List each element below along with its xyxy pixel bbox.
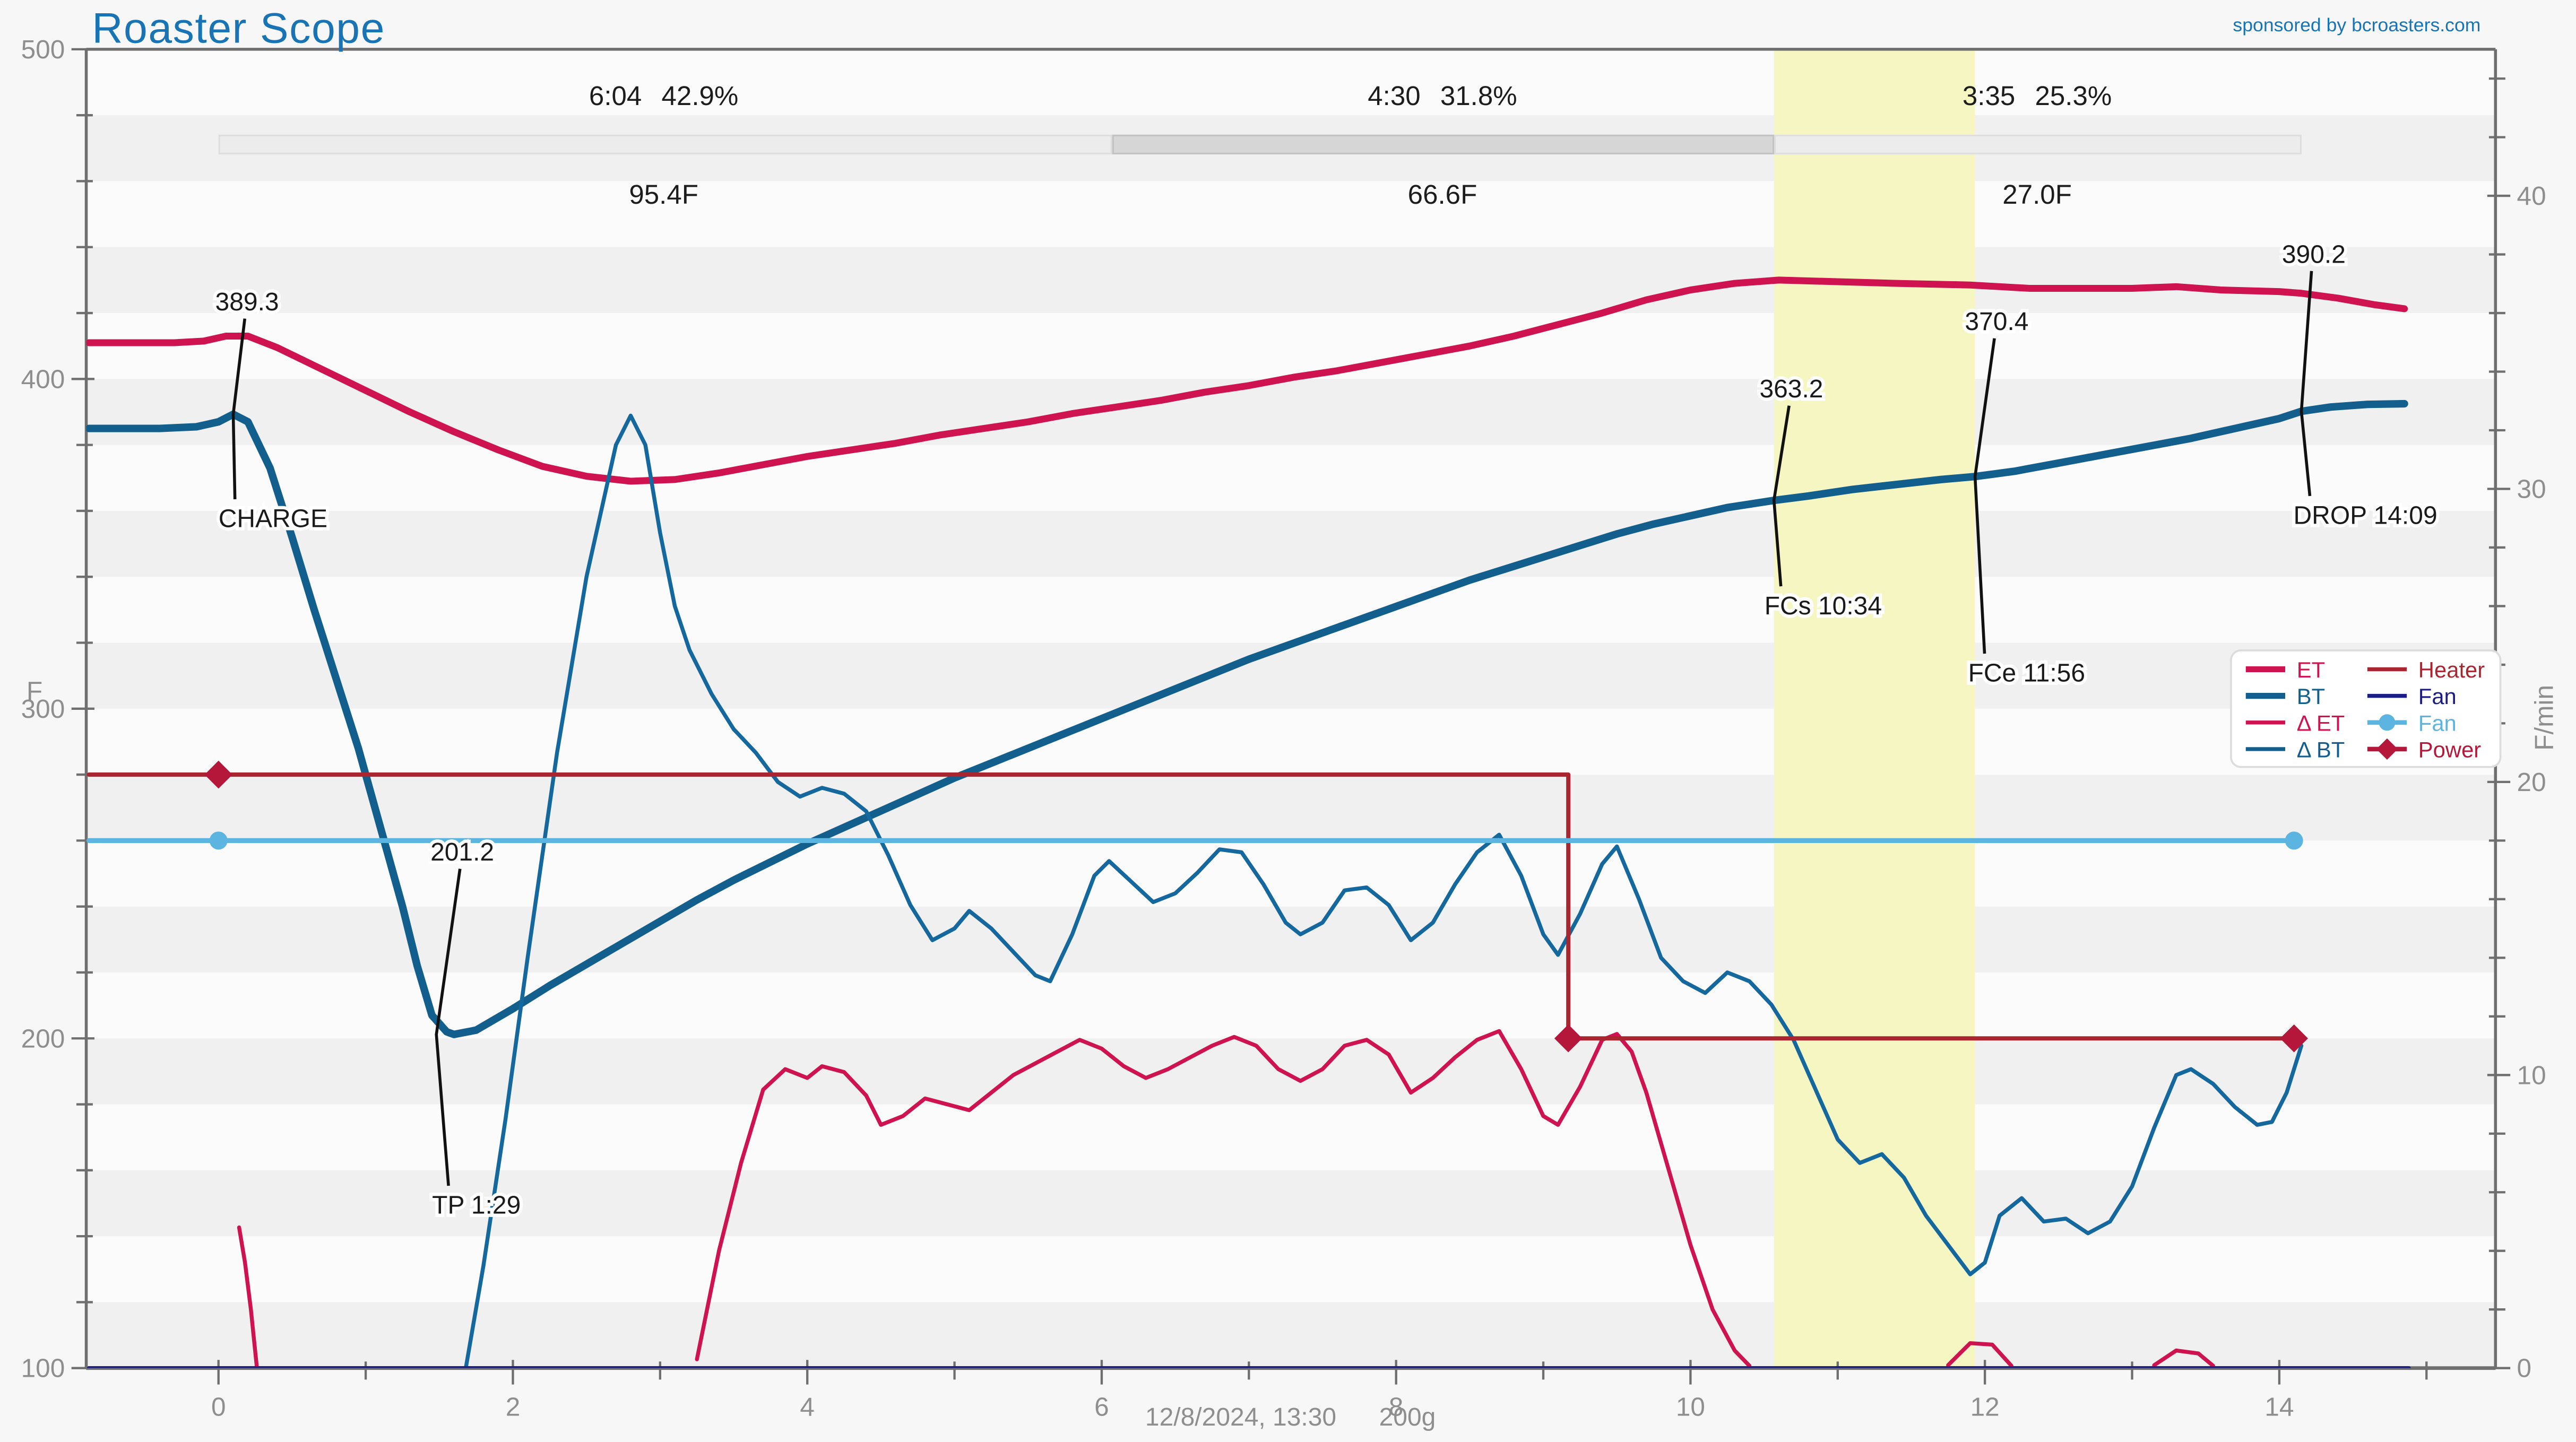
event-label: FCs 10:34 (1765, 592, 1882, 620)
event-value: 363.2 (1759, 375, 1823, 403)
svg-text:0: 0 (211, 1392, 226, 1421)
event-value: 389.3 (215, 288, 279, 316)
event-pointer-line (435, 868, 462, 1186)
stripe-band (86, 379, 2496, 445)
y-left-axis-label: F (27, 676, 42, 706)
svg-text:Fan: Fan (2418, 684, 2457, 709)
svg-text:ET: ET (2297, 657, 2325, 682)
svg-text:4: 4 (800, 1392, 815, 1421)
svg-text:12: 12 (1970, 1392, 2000, 1421)
svg-text:BT: BT (2297, 684, 2325, 709)
sponsor-link[interactable]: sponsored by bcroasters.com (2233, 16, 2481, 37)
phase1-temp-rise: 95.4F (629, 180, 698, 211)
svg-text:14: 14 (2264, 1392, 2294, 1421)
series-Heater-line (87, 772, 2296, 1041)
roast-datetime: 12/8/2024, 13:30 (1145, 1404, 1337, 1432)
series-DeltaBT-line (463, 413, 2304, 1368)
event-pointer-line (1973, 338, 1996, 654)
svg-text:200: 200 (21, 1024, 65, 1053)
svg-text:6: 6 (1094, 1392, 1109, 1421)
series-DeltaET-blip3-line (2152, 1348, 2215, 1368)
phase2-temp-rise: 66.6F (1407, 180, 1477, 211)
event-label: TP 1:29 (432, 1192, 521, 1220)
stripe-band (86, 775, 2496, 841)
event-pointer-line (2300, 271, 2313, 497)
series-group (86, 276, 2411, 1368)
svg-text:10: 10 (1676, 1392, 1705, 1421)
stripe-band (86, 247, 2496, 314)
phase3-time-pct: 3:35 25.3% (1962, 82, 2112, 112)
y-right-axis-label: F/min (2530, 685, 2559, 751)
stripe-band (86, 642, 2496, 709)
roast-date-weight: 12/8/2024, 13:30 200g (85, 1404, 2495, 1434)
svg-text:Δ BT: Δ BT (2297, 737, 2345, 762)
svg-text:Δ ET: Δ ET (2297, 710, 2345, 735)
svg-text:300: 300 (21, 694, 65, 724)
svg-text:Heater: Heater (2418, 657, 2485, 682)
svg-text:100: 100 (21, 1354, 65, 1383)
phase3-temp-rise: 27.0F (2002, 180, 2072, 211)
event-pointer-line (1772, 405, 1791, 587)
svg-text:400: 400 (21, 364, 65, 394)
event-annotations: 389.3 CHARGE 201.2 TP 1:29 363.2 FCs 10:34 370… (212, 237, 2440, 1223)
svg-text:30: 30 (2517, 475, 2546, 504)
first-crack-highlight-band (1774, 49, 1975, 1368)
stripe-band (86, 1302, 2496, 1368)
phase-bar-drying (218, 134, 1112, 154)
page-title: Roaster Scope (92, 3, 385, 53)
stripe-band (86, 510, 2496, 577)
svg-text:0: 0 (2517, 1354, 2532, 1383)
phase2-time-pct: 4:30 31.8% (1368, 82, 1517, 112)
series-Fan-light-marker (209, 831, 228, 850)
roast-weight: 200g (1379, 1404, 1436, 1432)
svg-text:20: 20 (2517, 768, 2546, 797)
svg-text:2: 2 (506, 1392, 521, 1421)
svg-text:500: 500 (21, 35, 65, 64)
event-value: 201.2 (430, 838, 494, 866)
series-Fan-light-marker (2285, 831, 2303, 850)
svg-text:40: 40 (2517, 181, 2546, 211)
stripe-band (86, 906, 2496, 972)
event-pointer-line (231, 318, 247, 500)
phase1-time-pct: 6:04 42.9% (589, 82, 739, 112)
phase-bar-maillard (1111, 134, 1774, 154)
stripe-band (86, 1038, 2496, 1105)
series-DeltaET-line (695, 1029, 1752, 1368)
series-DeltaET-blip1-line (237, 1225, 259, 1368)
svg-text:8: 8 (1389, 1392, 1404, 1421)
series-BT-line (86, 399, 2408, 1038)
series-DeltaET-blip2-line (1946, 1341, 2013, 1368)
svg-text:10: 10 (2517, 1061, 2546, 1090)
event-label: CHARGE (219, 505, 327, 533)
event-value: 390.2 (2282, 240, 2346, 268)
event-label: DROP 14:09 (2294, 502, 2437, 530)
svg-text:Power: Power (2418, 737, 2482, 762)
svg-text:Fan: Fan (2418, 710, 2457, 735)
event-label: FCe 11:56 (1968, 659, 2085, 688)
series-ET-line (86, 276, 2408, 485)
event-value: 370.4 (1965, 308, 2028, 336)
phase-bar-development (1774, 134, 2302, 154)
